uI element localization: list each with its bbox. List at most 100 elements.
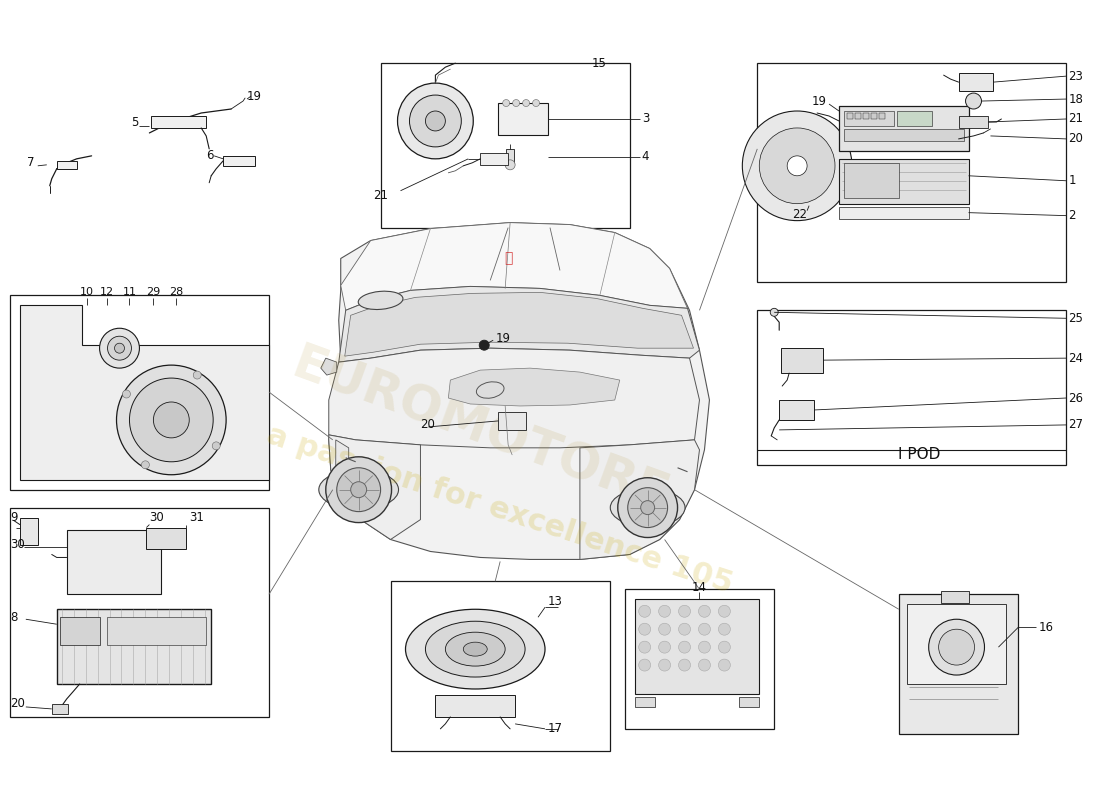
Bar: [59, 618, 100, 645]
Text: 3: 3: [641, 113, 649, 126]
Circle shape: [409, 95, 461, 147]
Circle shape: [639, 606, 650, 618]
Text: 4: 4: [641, 150, 649, 163]
Circle shape: [640, 501, 654, 514]
Circle shape: [659, 659, 671, 671]
Ellipse shape: [359, 291, 403, 310]
Text: 11: 11: [122, 287, 136, 298]
Text: 30: 30: [150, 511, 164, 524]
Circle shape: [759, 128, 835, 204]
Text: 20: 20: [420, 418, 436, 431]
Circle shape: [532, 99, 539, 106]
Text: 12: 12: [99, 287, 113, 298]
Bar: [896, 111, 932, 126]
Bar: [958, 73, 993, 91]
Polygon shape: [20, 306, 270, 480]
Polygon shape: [449, 368, 619, 406]
Bar: [67, 530, 162, 594]
Circle shape: [639, 659, 650, 671]
Text: 23: 23: [1068, 70, 1084, 82]
Bar: [506, 149, 514, 165]
Circle shape: [153, 402, 189, 438]
Text: 28: 28: [169, 287, 184, 298]
Bar: [839, 106, 968, 151]
Circle shape: [698, 641, 711, 653]
Text: 1: 1: [1068, 174, 1076, 187]
Text: 6: 6: [206, 150, 213, 162]
Bar: [152, 116, 206, 128]
Bar: [847, 113, 852, 119]
Text: 20: 20: [1068, 133, 1084, 146]
Circle shape: [788, 156, 807, 176]
Polygon shape: [329, 435, 420, 539]
Circle shape: [742, 111, 851, 221]
Bar: [899, 594, 1019, 734]
Text: 10: 10: [79, 287, 94, 298]
Ellipse shape: [446, 632, 505, 666]
Text: 21: 21: [374, 190, 388, 202]
Circle shape: [659, 606, 671, 618]
Circle shape: [679, 659, 691, 671]
Circle shape: [718, 606, 730, 618]
Ellipse shape: [463, 642, 487, 656]
Circle shape: [679, 623, 691, 635]
Circle shape: [679, 606, 691, 618]
Circle shape: [698, 606, 711, 618]
Circle shape: [114, 343, 124, 353]
Bar: [481, 153, 508, 165]
Bar: [10, 508, 269, 717]
Circle shape: [505, 160, 515, 170]
Circle shape: [212, 442, 220, 450]
Bar: [381, 63, 629, 228]
Circle shape: [928, 619, 984, 675]
Bar: [635, 697, 654, 707]
Bar: [52, 704, 68, 714]
Circle shape: [659, 623, 671, 635]
Circle shape: [480, 340, 490, 350]
Ellipse shape: [406, 610, 544, 689]
Text: 31: 31: [189, 511, 205, 524]
Circle shape: [426, 111, 446, 131]
Circle shape: [718, 659, 730, 671]
Circle shape: [142, 461, 150, 469]
Circle shape: [639, 623, 650, 635]
Bar: [844, 111, 894, 126]
Polygon shape: [341, 222, 688, 310]
Circle shape: [513, 99, 519, 106]
Circle shape: [639, 641, 650, 653]
Circle shape: [698, 623, 711, 635]
Bar: [739, 697, 759, 707]
Text: 29: 29: [146, 287, 161, 298]
Circle shape: [108, 336, 132, 360]
Circle shape: [718, 641, 730, 653]
Circle shape: [770, 308, 778, 316]
Circle shape: [194, 371, 201, 379]
Circle shape: [522, 99, 529, 106]
Circle shape: [326, 457, 392, 522]
Text: 22: 22: [792, 208, 807, 221]
Polygon shape: [329, 222, 710, 559]
Circle shape: [122, 390, 131, 398]
Bar: [781, 348, 823, 373]
Text: 15: 15: [592, 57, 607, 70]
Text: 5: 5: [132, 117, 139, 130]
Text: 𝐅: 𝐅: [504, 251, 513, 266]
Bar: [498, 103, 548, 135]
Circle shape: [397, 83, 473, 159]
Circle shape: [117, 365, 227, 474]
Bar: [958, 116, 989, 128]
Polygon shape: [321, 358, 337, 375]
Text: 8: 8: [10, 610, 18, 624]
Bar: [879, 113, 884, 119]
Bar: [839, 206, 968, 218]
Polygon shape: [329, 348, 700, 448]
Text: 19: 19: [495, 332, 510, 345]
Text: I POD: I POD: [898, 447, 939, 462]
Text: a passion for excellence 105: a passion for excellence 105: [264, 420, 737, 599]
Text: 16: 16: [1038, 621, 1054, 634]
Text: 17: 17: [548, 722, 563, 735]
Ellipse shape: [426, 622, 525, 677]
Bar: [436, 695, 515, 717]
Text: 21: 21: [1068, 113, 1084, 126]
Bar: [844, 129, 964, 141]
